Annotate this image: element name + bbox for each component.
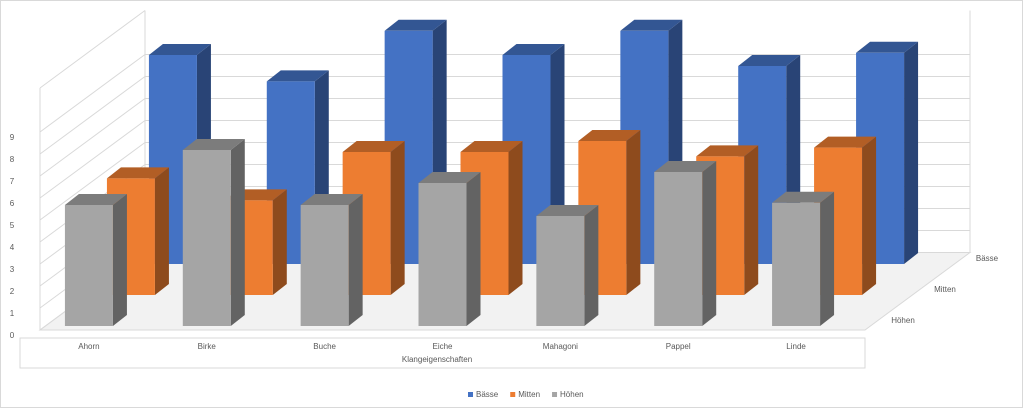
x-tick-label: Buche xyxy=(313,342,336,351)
grid-line xyxy=(39,98,146,177)
bar-side xyxy=(862,136,877,295)
x-tick-label: Linde xyxy=(786,342,806,351)
bar-top xyxy=(342,141,405,152)
bar-top xyxy=(106,167,169,179)
bar-top xyxy=(578,130,641,141)
legend-label: Mitten xyxy=(518,390,540,399)
bar-top xyxy=(266,70,329,82)
bar-top xyxy=(738,55,801,66)
bar xyxy=(182,150,231,326)
y-tick-label: 7 xyxy=(10,177,15,186)
wall-edge xyxy=(39,10,146,89)
bar-top xyxy=(654,161,717,172)
bar-top xyxy=(418,172,481,183)
x-tick-label: Birke xyxy=(198,342,217,351)
bar-top xyxy=(696,145,759,157)
bar-top xyxy=(536,205,599,216)
bar-top xyxy=(856,41,919,53)
grid-line xyxy=(39,120,146,199)
x-tick-label: Mahagoni xyxy=(543,342,578,351)
bar-side xyxy=(702,161,717,326)
legend-swatch xyxy=(510,392,516,397)
y-tick-label: 4 xyxy=(10,243,15,252)
x-tick-label: Ahorn xyxy=(78,342,99,351)
x-tick-label: Eiche xyxy=(432,342,453,351)
bar-side xyxy=(154,167,169,295)
bar-side xyxy=(904,41,919,264)
bar-side xyxy=(626,130,641,295)
bar-side xyxy=(272,189,287,295)
legend-label: Bässe xyxy=(476,390,499,399)
legend-label: Höhen xyxy=(560,390,584,399)
grid-line xyxy=(39,142,146,221)
category-axis-box xyxy=(19,337,866,369)
grid-line xyxy=(39,76,146,155)
bar-side xyxy=(744,145,759,295)
depth-label: Höhen xyxy=(891,316,915,325)
bar-side xyxy=(390,141,405,295)
legend-swatch xyxy=(468,392,473,397)
bar-side xyxy=(230,139,245,326)
bar-top xyxy=(620,19,683,31)
bar-side xyxy=(112,194,127,326)
y-tick-label: 9 xyxy=(10,133,15,142)
y-tick-label: 3 xyxy=(10,265,15,274)
bar-top xyxy=(502,44,565,55)
bar-top xyxy=(148,44,211,55)
bar-top xyxy=(384,19,447,31)
grid-line xyxy=(39,54,146,133)
bar-top xyxy=(814,136,877,148)
bar xyxy=(536,216,585,326)
x-tick-label: Pappel xyxy=(666,342,691,351)
bar-top xyxy=(64,194,127,205)
bar xyxy=(300,205,349,326)
bar xyxy=(654,172,703,326)
bar xyxy=(418,183,467,326)
bar-side xyxy=(466,172,481,326)
y-tick-label: 0 xyxy=(10,331,15,340)
bar-top xyxy=(772,191,835,203)
x-axis-title: Klangeigenschaften xyxy=(402,355,472,364)
y-tick-label: 5 xyxy=(10,221,15,230)
bar-top xyxy=(300,194,363,205)
bar-top xyxy=(460,141,523,152)
bar-side xyxy=(508,141,523,295)
y-tick-label: 1 xyxy=(10,309,15,318)
depth-label: Bässe xyxy=(976,254,999,263)
y-tick-label: 6 xyxy=(10,199,15,208)
y-tick-label: 2 xyxy=(10,287,15,296)
legend-swatch xyxy=(552,392,558,397)
bar-top xyxy=(182,139,245,150)
bar xyxy=(64,205,113,326)
bar xyxy=(772,202,821,326)
bar-side xyxy=(584,205,599,326)
y-tick-label: 8 xyxy=(10,155,15,164)
bar-side xyxy=(348,194,363,326)
depth-label: Mitten xyxy=(934,285,956,294)
bar-side xyxy=(820,191,835,326)
